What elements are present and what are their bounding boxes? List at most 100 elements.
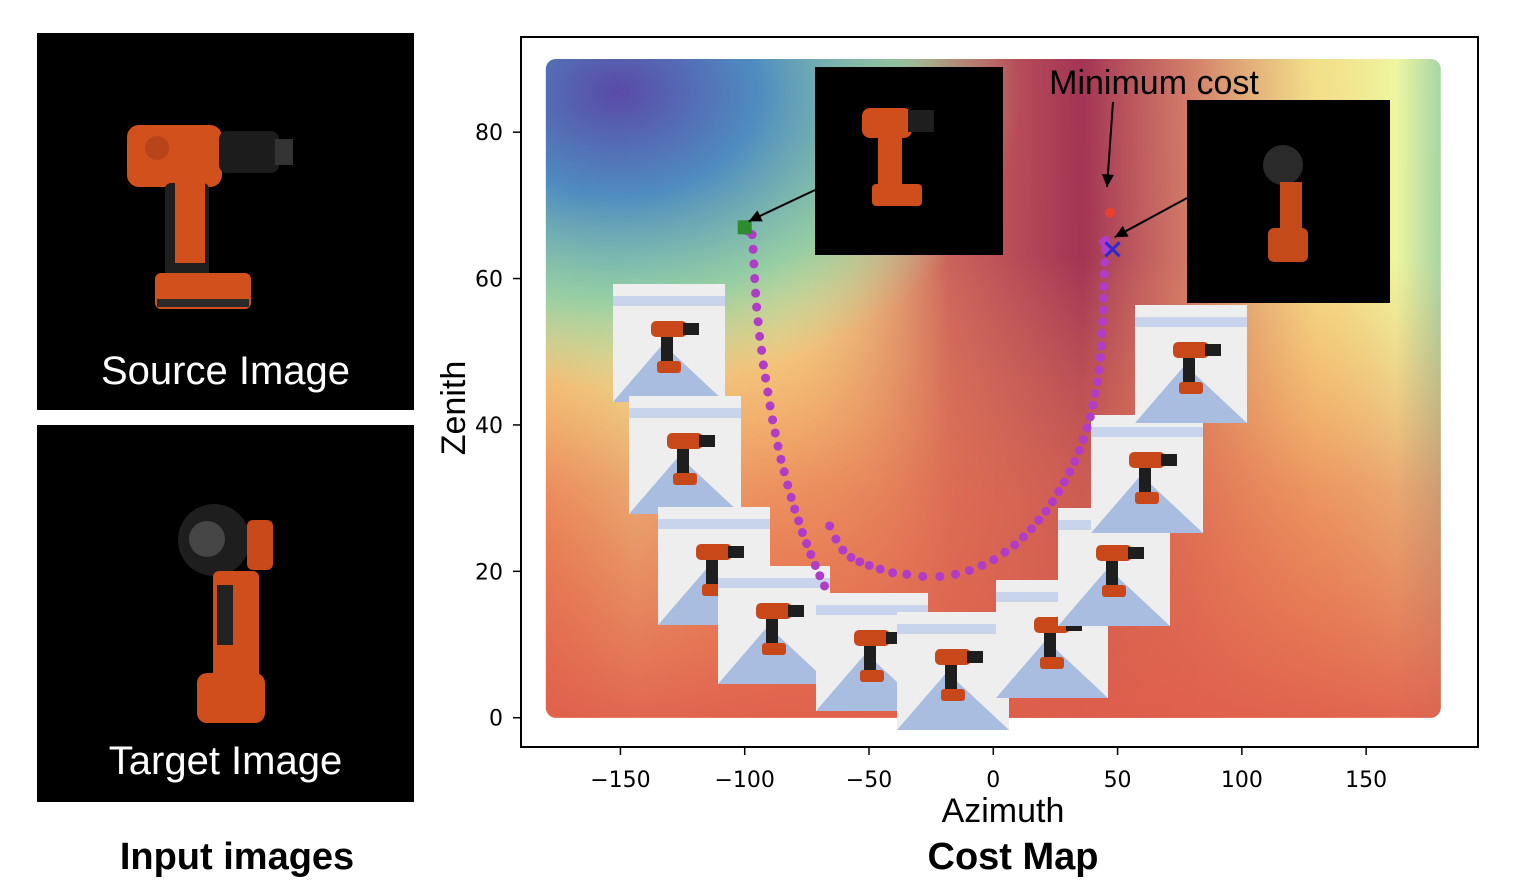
- source-drill-image: [127, 125, 293, 309]
- trajectory-point: [1018, 532, 1028, 542]
- minimum-cost-marker: [1105, 207, 1116, 218]
- trajectory-point: [1054, 487, 1064, 497]
- trajectory-point: [752, 302, 762, 312]
- x-axis-label: Azimuth: [942, 792, 1065, 830]
- trajectory-point: [776, 454, 786, 464]
- trajectory-point: [1099, 269, 1109, 279]
- trajectory-point: [802, 539, 812, 549]
- trajectory-point: [1088, 400, 1098, 410]
- trajectory-point: [855, 557, 865, 567]
- trajectory-point: [1078, 435, 1088, 445]
- trajectory-point: [765, 401, 775, 411]
- trajectory-point: [786, 492, 796, 502]
- y-tick-label: 0: [489, 707, 503, 732]
- trajectory-point: [902, 569, 912, 579]
- trajectory-point: [790, 504, 800, 514]
- trajectory-point: [779, 467, 789, 477]
- trajectory-point: [1074, 446, 1084, 456]
- trajectory-point: [1027, 524, 1037, 534]
- trajectory-point: [1099, 282, 1109, 292]
- trajectory-point: [964, 566, 974, 576]
- markers: [737, 207, 1121, 258]
- start-marker: [737, 220, 752, 235]
- trajectory-point: [838, 545, 848, 555]
- trajectory-point: [875, 564, 885, 574]
- trajectory-point: [815, 571, 825, 581]
- target-image-panel: Target Image: [37, 425, 414, 802]
- target-image-label: Target Image: [108, 739, 343, 783]
- trajectory-point: [770, 428, 780, 438]
- trajectory-point: [1098, 317, 1108, 327]
- trajectory-point: [794, 516, 804, 526]
- trajectory-point: [749, 259, 759, 269]
- trajectory-point: [773, 441, 783, 451]
- trajectory-point: [755, 331, 765, 341]
- trajectory-point: [753, 317, 763, 327]
- trajectory-point: [1070, 457, 1080, 467]
- render-thumbnail: [629, 396, 741, 514]
- optimization-trajectory: [742, 226, 1111, 591]
- input-images-caption: Input images: [119, 836, 355, 878]
- trajectory-point: [825, 521, 835, 531]
- y-tick-label: 20: [475, 560, 503, 585]
- start-view-inset: [815, 67, 1003, 255]
- minimum-cost-annotation: Minimum cost: [1049, 64, 1259, 102]
- render-thumbnail: [718, 566, 830, 684]
- trajectory-point: [763, 387, 773, 397]
- trajectory-point: [864, 560, 874, 570]
- trajectory-point: [846, 552, 856, 562]
- trajectory-point: [1097, 328, 1107, 338]
- trajectory-point: [1010, 540, 1020, 550]
- trajectory-point: [831, 534, 841, 544]
- trajectory-point: [1094, 365, 1104, 375]
- source-image-label: Source Image: [100, 349, 351, 393]
- trajectory-point: [1034, 515, 1044, 525]
- x-tick-label: −100: [714, 768, 774, 793]
- minimum-cost-arrow: [1101, 101, 1114, 188]
- insets: [748, 67, 1390, 303]
- start-view-arrow: [748, 189, 816, 223]
- trajectory-point: [1098, 305, 1108, 315]
- trajectory-point: [1041, 506, 1051, 516]
- x-tick-label: −150: [590, 768, 650, 793]
- trajectory-point: [761, 373, 771, 383]
- y-axis-label: Zenith: [435, 361, 473, 456]
- trajectory-point: [951, 569, 961, 579]
- trajectory-point: [820, 581, 830, 591]
- trajectory-point: [888, 568, 898, 578]
- trajectory-point: [1092, 377, 1102, 387]
- trajectory-point: [758, 360, 768, 370]
- trajectory-point: [806, 549, 816, 559]
- trajectory-point: [935, 571, 945, 581]
- trajectory-point: [1065, 467, 1075, 477]
- source-image-panel: Source Image: [37, 33, 414, 410]
- trajectory-point: [1098, 293, 1108, 303]
- x-tick-label: 0: [986, 768, 1000, 793]
- trajectory-point: [748, 244, 758, 254]
- trajectory-point: [750, 274, 760, 284]
- end-marker: [1104, 241, 1121, 258]
- render-thumbnail: [1135, 305, 1247, 423]
- cost-map-caption: Cost Map: [927, 836, 1099, 878]
- trajectory-point: [1000, 547, 1010, 557]
- end-view-inset: [1187, 100, 1390, 303]
- trajectory-point: [1059, 477, 1069, 487]
- trajectory-point: [768, 415, 778, 425]
- end-view-arrow: [1114, 197, 1188, 239]
- trajectory-point: [918, 571, 928, 581]
- trajectory-point: [1095, 353, 1105, 363]
- render-thumbnails: [613, 284, 1247, 730]
- trajectory-point: [1047, 497, 1057, 507]
- render-thumbnail: [1091, 415, 1203, 533]
- trajectory-point: [751, 288, 761, 298]
- axis-ticks: −150 −100 −50 0 50 100 150 0 20 40 60 80: [475, 121, 1387, 793]
- trajectory-point: [797, 528, 807, 538]
- trajectory-point: [1082, 423, 1092, 433]
- y-tick-label: 80: [475, 121, 503, 146]
- trajectory-point: [977, 560, 987, 570]
- x-tick-label: 100: [1221, 768, 1263, 793]
- trajectory-point: [1085, 412, 1095, 422]
- trajectory-point: [1090, 388, 1100, 398]
- trajectory-point: [1100, 257, 1110, 267]
